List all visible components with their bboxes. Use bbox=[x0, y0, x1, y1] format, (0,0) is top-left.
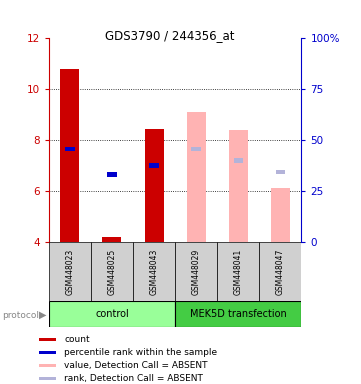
Text: GSM448023: GSM448023 bbox=[65, 248, 74, 295]
Text: GSM448047: GSM448047 bbox=[276, 248, 285, 295]
Text: protocol: protocol bbox=[2, 311, 39, 320]
Bar bbox=[271, 189, 290, 242]
Bar bbox=[187, 112, 206, 242]
Bar bbox=[39, 351, 56, 354]
Bar bbox=[234, 158, 243, 163]
Bar bbox=[49, 242, 91, 301]
Bar bbox=[276, 170, 285, 174]
Text: GSM448043: GSM448043 bbox=[149, 248, 158, 295]
Bar bbox=[65, 147, 74, 151]
Text: GDS3790 / 244356_at: GDS3790 / 244356_at bbox=[105, 29, 234, 42]
Bar bbox=[103, 237, 121, 242]
Bar bbox=[49, 301, 175, 327]
Bar bbox=[175, 242, 217, 301]
Bar bbox=[217, 242, 259, 301]
Text: GSM448029: GSM448029 bbox=[192, 248, 201, 295]
Text: control: control bbox=[95, 309, 129, 319]
Bar bbox=[91, 242, 133, 301]
Text: GSM448041: GSM448041 bbox=[234, 248, 243, 295]
Bar bbox=[39, 364, 56, 367]
Text: ▶: ▶ bbox=[39, 310, 46, 320]
Bar bbox=[39, 338, 56, 341]
Bar bbox=[175, 301, 301, 327]
Bar bbox=[149, 163, 159, 168]
Text: GSM448025: GSM448025 bbox=[108, 248, 116, 295]
Text: value, Detection Call = ABSENT: value, Detection Call = ABSENT bbox=[64, 361, 208, 370]
Text: count: count bbox=[64, 335, 90, 344]
Text: rank, Detection Call = ABSENT: rank, Detection Call = ABSENT bbox=[64, 374, 203, 383]
Bar bbox=[133, 242, 175, 301]
Bar bbox=[144, 129, 164, 242]
Bar bbox=[39, 377, 56, 380]
Bar bbox=[229, 130, 248, 242]
Text: MEK5D transfection: MEK5D transfection bbox=[190, 309, 287, 319]
Bar bbox=[259, 242, 301, 301]
Bar bbox=[107, 172, 117, 177]
Text: percentile rank within the sample: percentile rank within the sample bbox=[64, 348, 217, 357]
Bar bbox=[60, 69, 79, 242]
Bar bbox=[191, 147, 201, 151]
